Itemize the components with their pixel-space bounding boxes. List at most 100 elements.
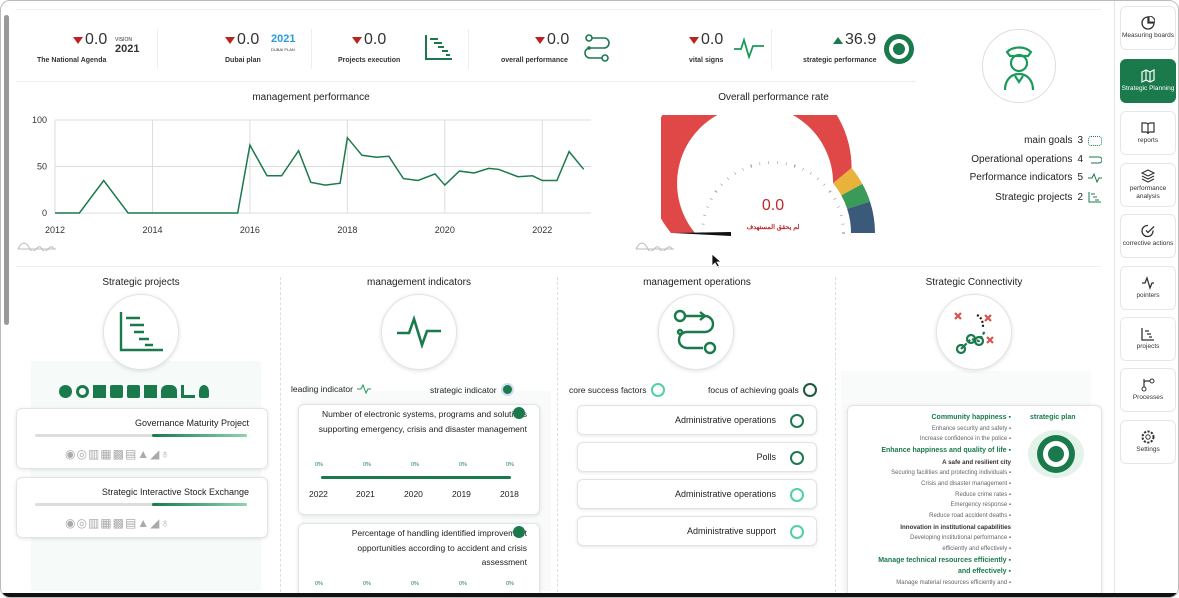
connectivity-line[interactable]: Securing facilities and protecting indiv… xyxy=(891,469,1011,476)
target-filter-icon[interactable] xyxy=(76,385,89,398)
connectivity-line[interactable]: Manage technical resources efficiently ▪ xyxy=(878,556,1011,564)
building-filter-icon[interactable] xyxy=(93,385,106,398)
seal-icon xyxy=(513,526,525,538)
legend-leading-indicator[interactable]: leading indicator xyxy=(291,384,371,394)
list-filter-icon[interactable] xyxy=(144,385,157,398)
sidebar-item-performance-analysis[interactable]: performance analysis xyxy=(1120,163,1176,207)
pie-chart-icon xyxy=(1141,16,1155,30)
gauge-tick xyxy=(809,172,812,175)
project-progress-track xyxy=(35,434,247,437)
connectivity-line[interactable]: Enhance happiness and quality of life ▪ xyxy=(881,447,1011,455)
operation-item[interactable]: Polls xyxy=(577,442,817,472)
gantt-icon xyxy=(425,35,452,60)
window-bottom-edge xyxy=(1,593,1178,597)
cpu-filter-icon[interactable] xyxy=(127,385,140,398)
project-card[interactable]: Governance Maturity Project ◉◎▥▦▩▤▲◢♁ xyxy=(16,408,268,469)
chart-mini-icon[interactable] xyxy=(635,239,675,251)
legend-focus-goals[interactable]: focus of achieving goals xyxy=(708,383,817,397)
summary-main-goals[interactable]: main goals 3 xyxy=(1024,135,1102,146)
sidebar-item-label: projects xyxy=(1136,343,1160,350)
connectivity-line[interactable]: Crisis and disaster management ▪ xyxy=(921,480,1011,487)
sidebar-item-measuring-boards[interactable]: Measuring boards xyxy=(1120,6,1176,50)
connectivity-line[interactable]: A safe and resilient city xyxy=(942,458,1011,466)
legend-core-success[interactable]: core success factors xyxy=(569,383,666,397)
year-label: 2020 xyxy=(404,489,423,499)
summary-count: 5 xyxy=(1077,172,1083,183)
sidebar-item-projects[interactable]: projects xyxy=(1120,317,1176,361)
indicator-card[interactable]: Percentage of handling identified improv… xyxy=(298,523,540,597)
growth-filter-icon[interactable] xyxy=(181,385,195,398)
connectivity-line[interactable]: Reduce road accident deaths ▪ xyxy=(929,513,1011,520)
operation-item[interactable]: Administrative operations xyxy=(577,479,817,509)
idea-filter-icon[interactable] xyxy=(199,385,209,398)
divider xyxy=(468,29,469,69)
divider xyxy=(157,29,158,69)
gauge-tick xyxy=(816,177,820,181)
project-name: Governance Maturity Project xyxy=(134,418,249,428)
goal-filter-icon[interactable] xyxy=(59,385,72,398)
gauge-band xyxy=(847,201,875,233)
connectivity-line[interactable]: Enhance security and safety ▪ xyxy=(931,425,1011,432)
sidebar-item-strategic-planning[interactable]: Strategic Planning xyxy=(1120,59,1176,103)
gauge-tick xyxy=(705,206,709,208)
layers-icon xyxy=(1141,169,1155,183)
indicator-text: Percentage of handling identified improv… xyxy=(351,528,527,567)
sidebar-item-settings[interactable]: Settings xyxy=(1120,420,1176,464)
connectivity-line[interactable]: Community happiness ▪ xyxy=(931,414,1012,421)
management-performance-chart[interactable]: 100 50 0 2012 2014 2016 2018 2020 2022 xyxy=(21,111,621,251)
summary-count: 2 xyxy=(1077,191,1083,203)
gauge-tick xyxy=(726,177,730,181)
sidebar-item-label: Settings xyxy=(1136,446,1160,453)
people-filter-icon[interactable] xyxy=(161,385,177,398)
chart-title: Overall performance rate xyxy=(718,92,829,103)
summary-performance-indicators[interactable]: Performance indicators 5 xyxy=(970,172,1102,183)
gauge-tick xyxy=(759,162,761,166)
project-filter-icons[interactable] xyxy=(59,385,209,398)
kpi-projects-execution[interactable]: 0.0 Projects execution xyxy=(338,29,468,69)
map-icon xyxy=(1141,69,1155,83)
sidebar-item-reports[interactable]: reports xyxy=(1120,111,1176,155)
legend-label: focus of achieving goals xyxy=(708,385,799,395)
connectivity-line[interactable]: Manage material resources efficiently an… xyxy=(896,579,1011,586)
management-indicators-icon[interactable] xyxy=(381,294,457,370)
summary-operational-operations[interactable]: Operational operations 4 xyxy=(971,154,1102,165)
connectivity-line[interactable]: Increase confidence in the police ▪ xyxy=(919,436,1011,443)
management-operations-icon[interactable] xyxy=(658,294,734,370)
gauge-tick xyxy=(828,190,832,193)
operation-item[interactable]: Administrative support xyxy=(577,516,817,546)
connectivity-line[interactable]: Emergency response ▪ xyxy=(950,502,1012,509)
operation-item[interactable]: Administrative operations xyxy=(577,405,817,435)
connectivity-line[interactable]: Innovation in institutional capabilities xyxy=(900,524,1011,532)
trend-down-icon xyxy=(225,36,235,44)
connectivity-line[interactable]: Developing institutional performance ▪ xyxy=(910,535,1011,542)
scrollbar[interactable] xyxy=(4,15,9,325)
strategic-connectivity-icon[interactable] xyxy=(936,294,1012,370)
sidebar-item-corrective-actions[interactable]: corrective actions xyxy=(1120,214,1176,258)
kpi-dubai-plan[interactable]: 0.0 2021 DUBAI PLAN Dubai plan xyxy=(225,29,311,69)
kpi-national-agenda[interactable]: 0.0 VISION 2021 The National Agenda xyxy=(37,29,157,69)
project-card[interactable]: Strategic Interactive Stock Exchange ◉◎▥… xyxy=(16,477,268,538)
overall-performance-gauge[interactable] xyxy=(661,115,886,245)
kpi-strategic-performance[interactable]: 36.9 strategic performance xyxy=(803,29,918,69)
sidebar-item-label: Strategic Planning xyxy=(1121,85,1175,92)
year-percent: 0% xyxy=(459,462,467,468)
sidebar-item-processes[interactable]: Processes xyxy=(1120,368,1176,412)
plan-seal xyxy=(1028,430,1084,478)
connectivity-line[interactable]: and effectively ▪ xyxy=(957,568,1011,576)
connectivity-line[interactable]: efficiently and effectively ▪ xyxy=(942,546,1011,552)
strategic-projects-icon[interactable] xyxy=(103,294,179,370)
trend-up-icon xyxy=(833,36,843,44)
indicator-card[interactable]: Number of electronic systems, programs a… xyxy=(298,404,540,515)
connectivity-line[interactable]: Reduce crime rates ▪ xyxy=(955,491,1011,498)
kpi-overall-performance[interactable]: 0.0 overall performance xyxy=(501,29,611,69)
sidebar-item-pointers[interactable]: pointers xyxy=(1120,266,1176,310)
strategic-plan-card[interactable]: strategic plan xyxy=(847,405,1102,597)
chart-mini-icon[interactable] xyxy=(17,239,57,251)
chip-filter-icon[interactable] xyxy=(110,385,123,398)
kpi-vital-signs[interactable]: 0.0 vital signs xyxy=(689,29,769,69)
divider xyxy=(311,29,312,69)
gauge-tick xyxy=(839,214,843,217)
user-avatar[interactable] xyxy=(982,29,1056,103)
legend-strategic-indicator[interactable]: strategic indicator xyxy=(430,383,514,396)
summary-strategic-projects[interactable]: Strategic projects 2 xyxy=(995,191,1102,203)
